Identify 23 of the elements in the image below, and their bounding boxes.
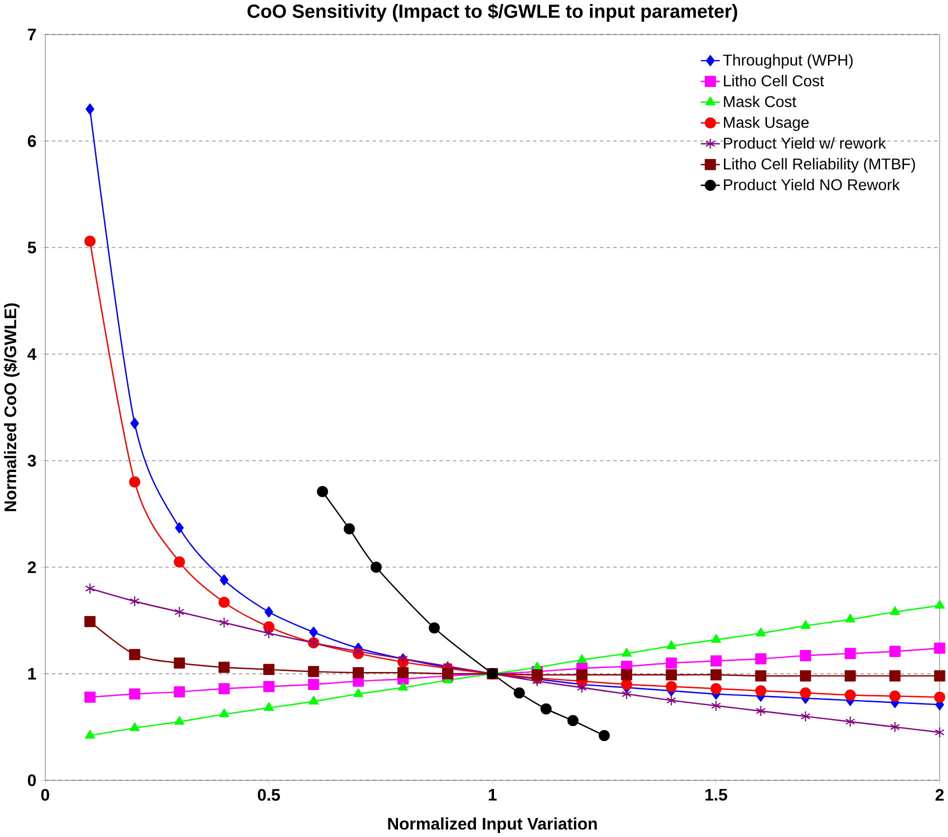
y-tick-label: 3: [28, 454, 36, 467]
legend-label: Litho Cell Cost: [724, 75, 824, 87]
legend-label: Product Yield NO Rework: [724, 178, 900, 190]
y-tick-label: 2: [28, 562, 36, 574]
y-axis-title: Normalized CoO ($/GWLE): [4, 304, 20, 512]
x-tick-label: 2: [936, 789, 944, 801]
x-tick-label: 1.5: [705, 789, 728, 801]
legend-label: Litho Cell Reliability (MTBF): [724, 158, 915, 173]
y-tick-label: 7: [28, 28, 36, 40]
y-tick-label: 6: [28, 135, 36, 148]
y-tick-label: 5: [28, 242, 36, 254]
x-tick-label: 1: [488, 789, 497, 801]
y-tick-label: 4: [27, 348, 36, 360]
x-tick-label: 0.5: [258, 789, 280, 801]
legend-label: Throughput (WPH): [723, 54, 853, 69]
y-tick-label: 1: [28, 668, 36, 680]
x-tick-label: 0: [41, 789, 50, 801]
chart-title: CoO Sensitivity (Impact to $/GWLE to input parameter): [248, 4, 738, 22]
y-tick-label: 0: [28, 774, 36, 786]
legend-label: Product Yield w/ rework: [724, 137, 886, 149]
x-axis-title: Normalized Input Variation: [388, 818, 597, 834]
legend-label: Mask Usage: [724, 116, 809, 132]
legend-label: Mask Cost: [724, 96, 796, 108]
